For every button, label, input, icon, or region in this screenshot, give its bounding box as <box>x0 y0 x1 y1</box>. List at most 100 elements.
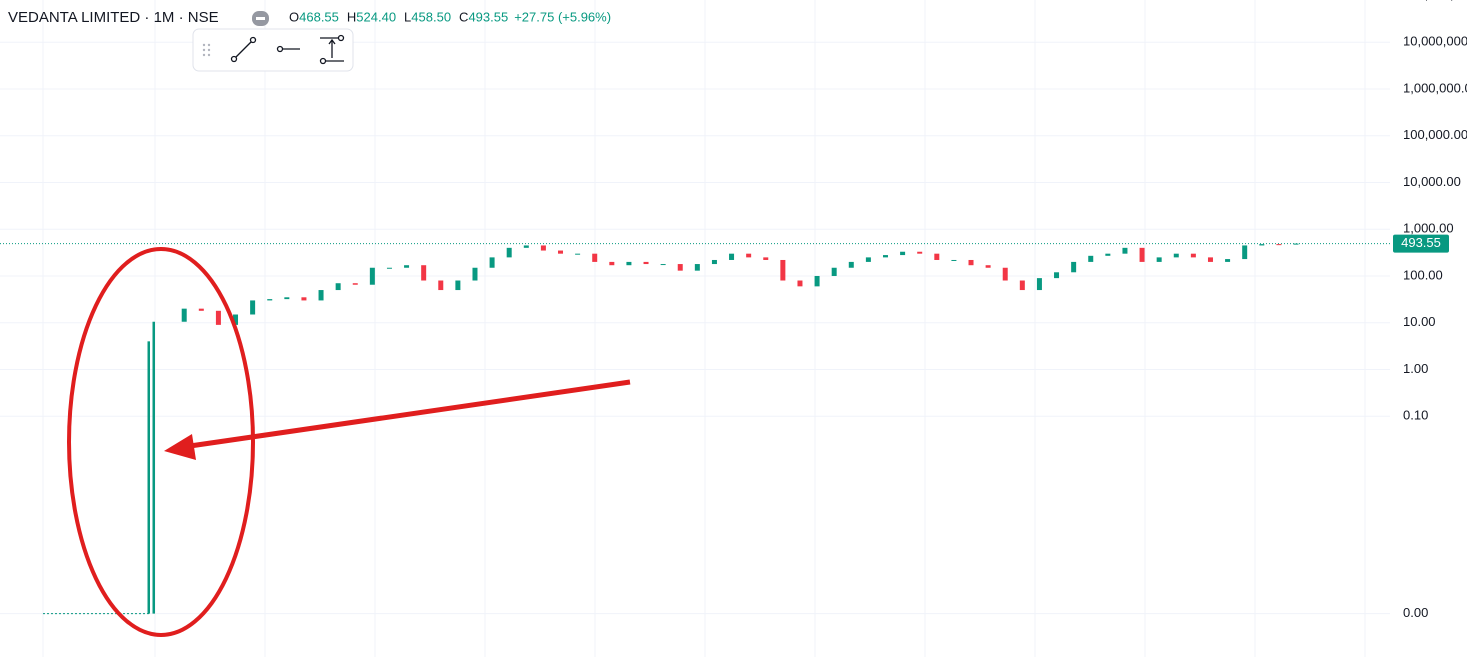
candle <box>181 308 187 322</box>
candle <box>523 245 529 248</box>
plot <box>43 243 1299 615</box>
arrow-shaft <box>189 379 631 449</box>
price-range-tool[interactable] <box>319 34 345 65</box>
y-tick-label: 100.00 <box>1403 267 1443 282</box>
candle <box>609 261 615 266</box>
arrow-head <box>164 434 196 460</box>
candle <box>1173 253 1179 258</box>
candle <box>540 245 546 251</box>
candle <box>746 253 752 258</box>
time-grid <box>0 0 1390 657</box>
candle <box>985 265 991 268</box>
y-tick-label: 1,000.00 <box>1403 221 1454 236</box>
candle <box>421 265 427 281</box>
ohlc-value: 524.40 <box>356 9 396 24</box>
candle <box>1156 257 1162 262</box>
y-tick-label: 1.00 <box>1403 361 1428 376</box>
candle <box>1139 247 1145 262</box>
candle <box>882 255 888 258</box>
candle <box>215 310 221 325</box>
candle <box>814 275 820 287</box>
annotation <box>67 247 631 637</box>
candle <box>592 253 598 262</box>
candle <box>865 257 871 262</box>
candle <box>951 259 957 261</box>
candle <box>729 253 735 260</box>
candle <box>575 253 581 255</box>
candle <box>763 257 769 260</box>
candle <box>404 265 410 268</box>
candle <box>472 267 478 281</box>
candle <box>1276 244 1282 246</box>
candle <box>780 259 786 281</box>
y-tick-label: 100,000,000.00 <box>1403 0 1467 2</box>
candle <box>284 297 290 300</box>
candle <box>558 250 564 254</box>
candle <box>968 259 974 266</box>
trend-line-tool[interactable] <box>230 36 257 63</box>
candle <box>1259 244 1265 246</box>
y-tick-label: 10,000,000.00 <box>1403 34 1467 49</box>
candle <box>250 300 256 315</box>
candle <box>1088 255 1094 262</box>
candle <box>455 280 461 291</box>
candle <box>1105 253 1111 256</box>
candle <box>677 264 683 271</box>
candle <box>900 251 906 256</box>
candle <box>1019 280 1025 291</box>
candle <box>301 297 307 301</box>
y-tick-label: 100,000.00 <box>1403 127 1467 142</box>
candle <box>626 261 632 266</box>
candle <box>831 267 837 276</box>
candle <box>660 264 666 266</box>
ohlc-value: 493.55 <box>468 9 508 24</box>
candle <box>711 259 717 265</box>
y-tick-label: 1,000,000.00 <box>1403 80 1467 95</box>
candle <box>1190 253 1196 258</box>
y-tick-label: 10.00 <box>1403 314 1436 329</box>
ohlc-key: C <box>459 9 468 24</box>
toolbar-box <box>192 28 354 72</box>
candle <box>643 261 649 265</box>
ohlc-value: 458.50 <box>411 9 451 24</box>
candle <box>198 308 204 311</box>
candle <box>506 247 512 258</box>
horizontal-ray-tool[interactable] <box>276 45 301 53</box>
y-tick-label: 0.10 <box>1403 408 1428 423</box>
candle <box>147 341 150 614</box>
candle <box>352 283 358 285</box>
drawing-toolbar <box>192 28 354 72</box>
highlight-ellipse <box>67 247 255 637</box>
candle <box>489 257 495 268</box>
ohlc-value: 468.55 <box>299 9 339 24</box>
candle <box>233 314 239 325</box>
drag-handle[interactable] <box>202 43 211 57</box>
chart-title: VEDANTA LIMITED · 1M · NSE <box>8 9 219 26</box>
candle <box>1293 243 1299 245</box>
candle <box>848 261 854 268</box>
candle <box>1225 259 1231 262</box>
change: +27.75 (+5.96%) <box>514 9 611 24</box>
candle <box>1036 278 1042 291</box>
y-tick-label: 0.00 <box>1403 605 1428 620</box>
candle <box>335 283 341 291</box>
candle <box>1122 247 1128 254</box>
last-price-label: 493.55 <box>1401 235 1441 250</box>
candle <box>267 299 273 301</box>
ohlc-key: H <box>347 9 356 24</box>
ohlc-key: O <box>289 9 299 24</box>
candle <box>152 321 155 614</box>
candle <box>1207 257 1213 262</box>
last-price-badge <box>1393 234 1449 253</box>
candle <box>694 264 700 271</box>
candle <box>934 253 940 260</box>
candle <box>797 280 803 287</box>
candle <box>1002 267 1008 281</box>
ohlc-legend: O 468.55 H 524.40 L 458.50 C 493.55 +27.75 (+5.9… <box>289 9 611 24</box>
candle <box>917 251 923 254</box>
candle <box>318 290 324 301</box>
candle <box>1242 245 1248 260</box>
collapse-icon <box>256 17 265 20</box>
candle <box>1054 272 1060 279</box>
